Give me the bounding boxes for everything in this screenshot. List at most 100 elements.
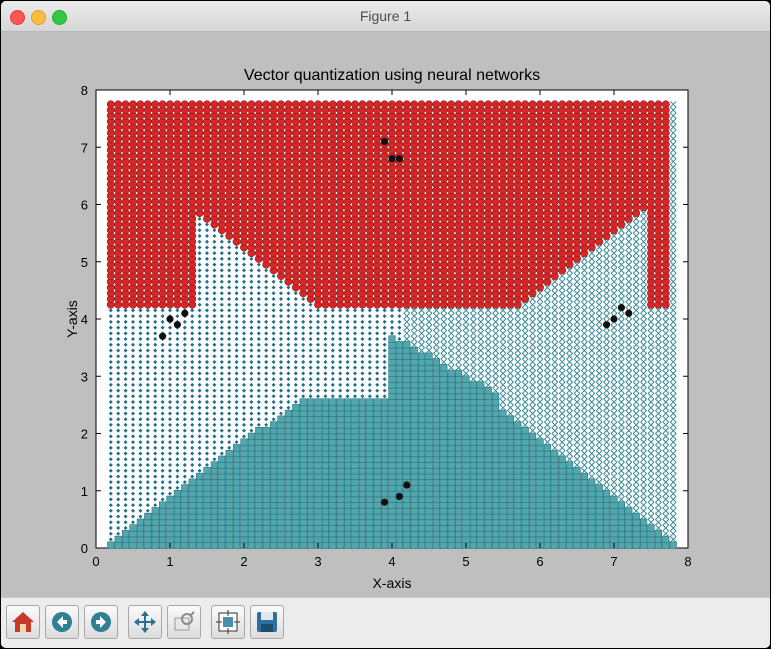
region-diamond-point [116,520,121,525]
region-x-point [625,490,633,497]
region-square-point [506,415,515,423]
region-x-point [618,478,625,486]
region-diamond-point [160,480,165,485]
region-square-point [662,535,670,544]
region-x-point [603,484,610,492]
region-square-point [654,530,662,538]
region-x-point [640,513,647,520]
region-diamond-point [123,457,128,462]
region-diamond-point [116,474,121,479]
region-diamond-point [138,457,143,462]
region-x-point [655,467,662,475]
region-diamond-point [190,462,195,467]
region-x-point [669,507,677,515]
region-x-point [647,455,655,463]
region-diamond-point [123,462,128,467]
region-diamond-point [182,462,187,467]
region-diamond-point [175,480,180,485]
region-square-point [558,455,566,463]
region-diamond-point [145,457,150,462]
region-x-point [625,461,633,469]
region-x-point [603,455,610,463]
region-diamond-point [153,491,158,496]
region-diamond-point [153,474,158,479]
region-x-point [655,473,662,480]
region-x-point [655,490,662,497]
region-x-point [662,467,670,475]
region-diamond-point [108,451,113,456]
minimize-button[interactable] [31,10,46,25]
region-x-point [632,484,640,492]
region-square-point [573,467,581,475]
region-square-point [514,421,522,429]
region-diamond-point [160,457,165,462]
region-square-point [255,427,263,435]
region-x-point [640,490,647,497]
region-diamond-point [131,491,135,496]
region-diamond-point [175,457,180,462]
window-title: Figure 1 [359,8,412,24]
region-square-point [380,398,389,406]
region-diamond-point [138,474,143,479]
region-x-point [610,467,618,475]
region-x-point [662,501,670,509]
region-diamond-point [116,503,121,508]
region-square-point [321,398,330,406]
region-x-point [618,467,625,475]
region-diamond-point [168,474,172,479]
region-square-point [639,518,648,526]
region-square-point [477,381,485,389]
region-square-point [292,404,300,412]
region-x-point [632,473,640,480]
region-x-point [669,536,677,543]
region-x-point [669,473,677,480]
region-diamond-point [116,485,121,490]
region-square-point [403,341,411,349]
region-x-point [632,478,640,486]
region-x-point [647,473,655,480]
region-x-point [632,455,640,463]
region-diamond-point [175,451,180,456]
region-square-point [462,375,470,383]
region-diamond-point [153,485,158,490]
close-button[interactable] [10,10,25,25]
region-diamond-point [190,468,195,473]
region-square-point [491,392,500,400]
region-x-point [640,484,647,492]
title-bar[interactable]: Figure 1 [1,1,770,32]
region-diamond-point [145,462,150,467]
region-diamond-point [131,451,135,456]
region-diamond-point [131,508,135,513]
region-square-point [218,455,226,463]
region-square-point [314,398,322,406]
region-square-point [306,398,315,406]
region-diamond-point [123,480,128,485]
region-x-point [662,495,670,503]
region-square-point [233,444,241,452]
region-x-point [662,530,670,538]
region-diamond-point [131,457,135,462]
region-x-point [603,467,610,475]
region-square-point [454,369,463,377]
region-x-point [618,461,625,469]
region-diamond-point [160,497,165,502]
region-diamond-point [145,491,150,496]
region-diamond-point [123,520,128,525]
region-x-point [640,501,647,509]
plot-marks [106,100,677,549]
zoom-button[interactable] [52,10,67,25]
region-x-point [625,467,633,475]
region-x-point [640,473,647,480]
region-diamond-point [108,462,113,467]
region-x-point [669,524,677,532]
region-square-point [528,432,537,440]
region-x-point [573,461,581,469]
region-diamond-point [108,485,113,490]
region-x-point [603,461,610,469]
region-x-point [647,501,655,509]
region-diamond-point [131,462,135,467]
region-square-point [181,484,189,492]
region-x-point [669,530,677,538]
